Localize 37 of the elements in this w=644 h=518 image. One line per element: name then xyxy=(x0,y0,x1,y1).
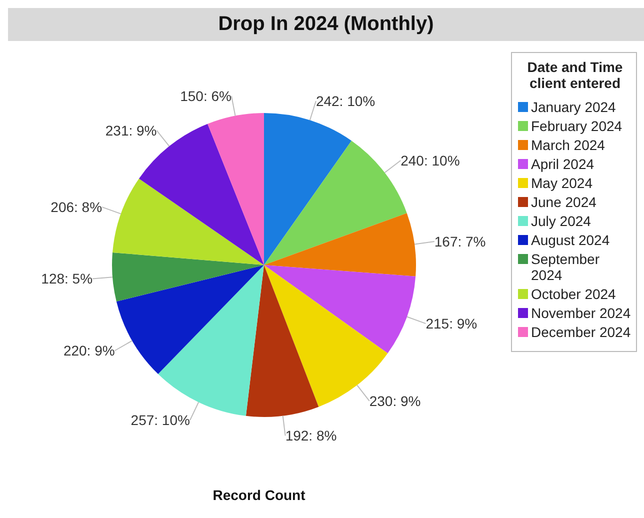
data-label: 240: 10% xyxy=(400,152,460,169)
chart-title: Drop In 2024 (Monthly) xyxy=(8,8,644,41)
legend-label: February 2024 xyxy=(531,118,622,134)
pie-slice xyxy=(208,113,264,265)
data-label: 206: 8% xyxy=(50,199,102,216)
legend-label: November 2024 xyxy=(531,305,631,321)
legend-label: October 2024 xyxy=(531,286,616,302)
pie-slice xyxy=(112,252,264,302)
pie-slice xyxy=(158,265,264,416)
legend-label: July 2024 xyxy=(531,213,591,229)
data-label: 150: 6% xyxy=(180,88,232,104)
pie-slice xyxy=(264,265,416,354)
pie-slice xyxy=(138,124,264,265)
legend-label: December 2024 xyxy=(531,324,631,340)
data-label: 231: 9% xyxy=(105,122,157,139)
legend-title: Date and Time client entered xyxy=(526,59,624,91)
data-label: 215: 9% xyxy=(426,316,478,332)
legend-label: March 2024 xyxy=(531,137,605,153)
pie-slice xyxy=(246,265,319,417)
pie-slice xyxy=(264,113,352,265)
legend-label: September 2024 xyxy=(531,251,600,283)
data-label: 128: 5% xyxy=(41,270,93,287)
data-label: 257: 10% xyxy=(130,412,190,428)
legend-label: June 2024 xyxy=(531,194,596,210)
legend-label: August 2024 xyxy=(531,232,610,248)
legend-label: April 2024 xyxy=(531,156,594,172)
data-label: 242: 10% xyxy=(316,93,376,110)
data-label: 167: 7% xyxy=(434,234,486,250)
legend-label: January 2024 xyxy=(531,99,616,115)
pie-slice xyxy=(112,178,264,265)
legend-label: May 2024 xyxy=(531,175,592,191)
data-label: 230: 9% xyxy=(369,392,421,409)
pie-slice xyxy=(116,265,264,374)
data-label: 220: 9% xyxy=(63,342,115,359)
data-label: 192: 8% xyxy=(285,428,337,444)
text: Record Count xyxy=(212,487,306,503)
pie-slice xyxy=(264,213,416,276)
